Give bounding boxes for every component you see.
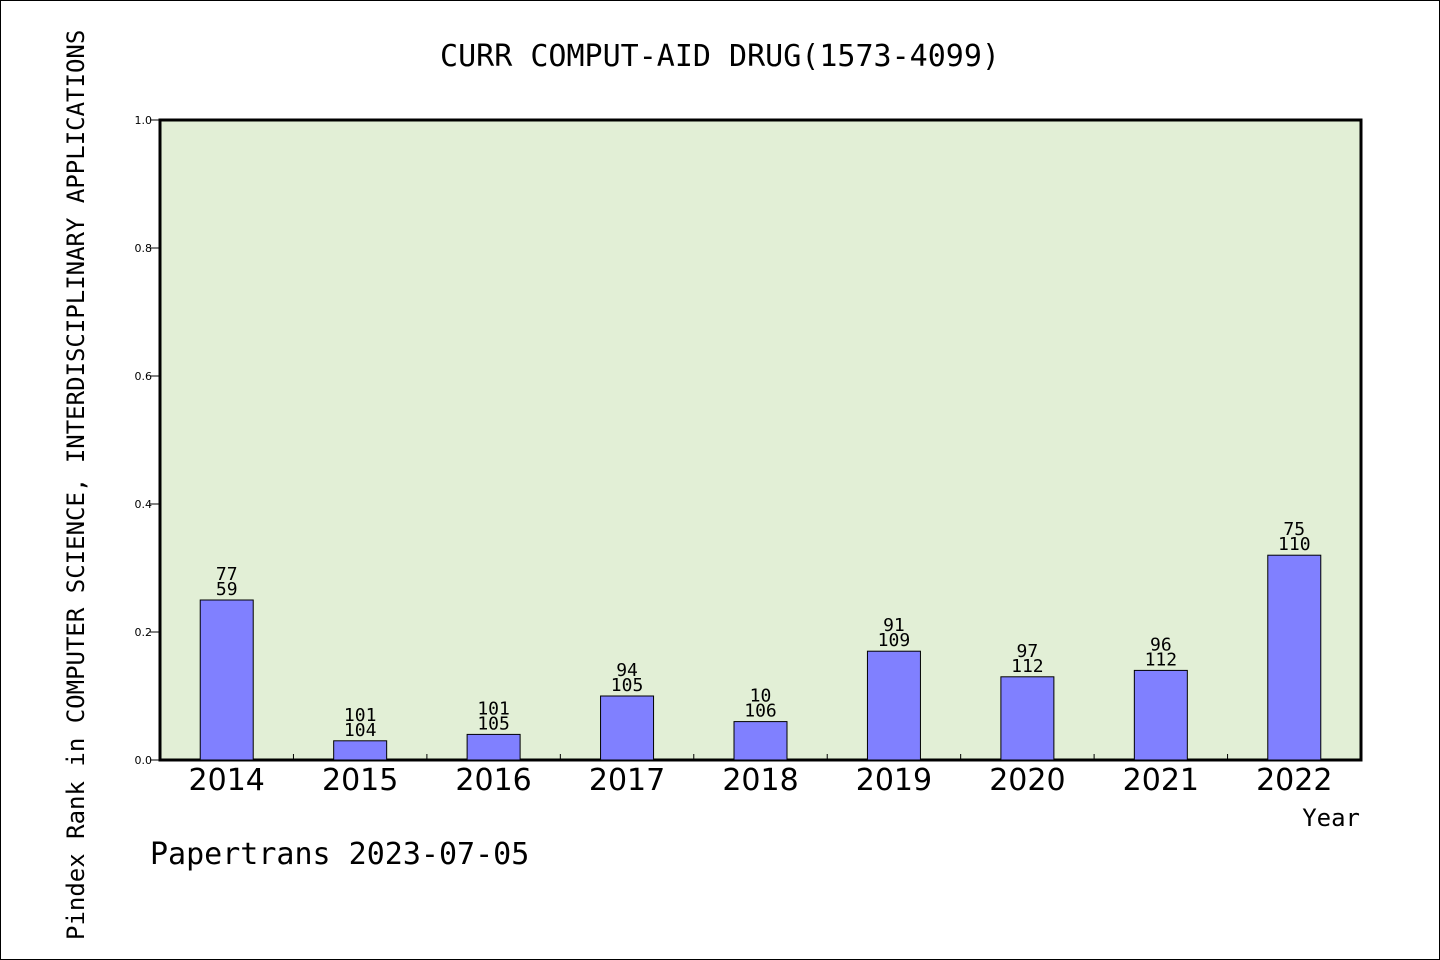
y-tick-label: 0.4 (135, 498, 153, 511)
bar-label-top: 101 (344, 705, 377, 726)
bar-label-bottom: 105 (477, 713, 510, 734)
bar (199, 599, 254, 761)
plot-area (158, 118, 1363, 762)
bar-label-top: 101 (477, 698, 510, 719)
bar-label-bottom: 112 (1145, 649, 1178, 670)
x-tick-label: 2018 (722, 763, 798, 798)
bar (1267, 554, 1322, 761)
bar-label-bottom: 105 (611, 675, 644, 696)
bar (1000, 676, 1055, 761)
bar-label-top: 77 (216, 564, 238, 585)
x-tick-label: 2017 (589, 763, 665, 798)
y-tick-label: 0.2 (135, 626, 153, 639)
bar (466, 733, 521, 761)
x-tick-label: 2020 (989, 763, 1065, 798)
x-tick-label: 2015 (322, 763, 398, 798)
bar-label-top: 75 (1283, 519, 1305, 540)
bar-label-top: 10 (750, 686, 772, 707)
footer-credit: Papertrans 2023-07-05 (150, 837, 529, 872)
bar-label-bottom: 104 (344, 720, 377, 741)
x-tick-label: 2019 (856, 763, 932, 798)
x-axis: 2014 2015 2016 2017 2018 2019 2020 2021 2022 (189, 754, 1332, 798)
y-axis: 0.0 0.2 0.4 0.6 0.8 1.0 (135, 114, 160, 767)
y-tick-label: 0.0 (135, 754, 153, 767)
y-tick-label: 0.6 (135, 370, 153, 383)
bar-label-top: 94 (616, 660, 638, 681)
bar (600, 695, 655, 761)
y-tick-label: 0.8 (135, 242, 153, 255)
bars: 7759101104101105941051010691109971129611… (199, 519, 1322, 761)
bar-label-bottom: 106 (744, 701, 777, 722)
bar (866, 650, 921, 761)
x-tick-label: 2022 (1256, 763, 1332, 798)
y-axis-label: Pindex Rank in COMPUTER SCIENCE, INTERDI… (62, 30, 90, 940)
bar-label-bottom: 109 (878, 630, 911, 651)
bar (733, 721, 788, 761)
x-tick-label: 2016 (455, 763, 531, 798)
bar-label-bottom: 110 (1278, 534, 1311, 555)
bar-label-top: 91 (883, 615, 905, 636)
bar-label-bottom: 59 (216, 579, 238, 600)
x-tick-label: 2014 (189, 763, 265, 798)
bar (1133, 669, 1188, 761)
x-tick-label: 2021 (1123, 763, 1199, 798)
x-axis-label: Year (1302, 804, 1360, 832)
y-tick-label: 1.0 (135, 114, 153, 127)
bar (333, 740, 388, 761)
bar-label-top: 97 (1017, 641, 1039, 662)
chart-title: CURR COMPUT-AID DRUG(1573-4099) (440, 39, 1000, 74)
bar-label-top: 96 (1150, 634, 1172, 655)
bar-label-bottom: 112 (1011, 656, 1044, 677)
